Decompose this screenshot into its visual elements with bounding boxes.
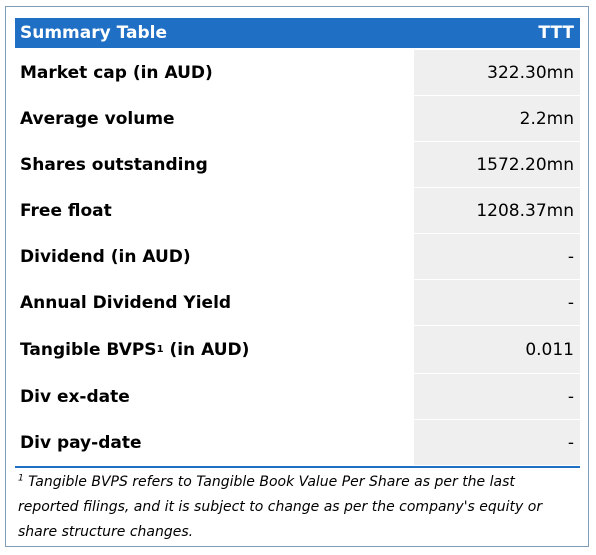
table-row-average-volume: Average volume 2.2mn [15, 96, 580, 141]
row-label: Div ex-date [15, 374, 412, 419]
table-row-free-float: Free float 1208.37mn [15, 188, 580, 233]
table-row-dividend: Dividend (in AUD) - [15, 234, 580, 279]
summary-table: Summary Table TTT Market cap (in AUD) 32… [15, 18, 580, 545]
table-title: Summary Table [20, 23, 168, 43]
ticker-label: TTT [538, 23, 574, 43]
row-label: Market cap (in AUD) [15, 50, 412, 95]
row-value: 0.011 [414, 326, 580, 373]
row-label: Tangible BVPS 1 (in AUD) [15, 326, 412, 373]
row-label: Annual Dividend Yield [15, 280, 412, 325]
footnote: 1 Tangible BVPS refers to Tangible Book … [15, 468, 580, 545]
row-label: Div pay-date [15, 420, 412, 465]
table-row-shares-outstanding: Shares outstanding 1572.20mn [15, 142, 580, 187]
row-value: 1208.37mn [414, 188, 580, 233]
row-label: Free float [15, 188, 412, 233]
row-label: Average volume [15, 96, 412, 141]
table-bottom-rule [15, 466, 580, 468]
row-value: 1572.20mn [414, 142, 580, 187]
table-row-tangible-bvps: Tangible BVPS 1 (in AUD) 0.011 [15, 326, 580, 373]
row-label: Dividend (in AUD) [15, 234, 412, 279]
row-label: Shares outstanding [15, 142, 412, 187]
row-value: - [414, 280, 580, 325]
row-label-main: Tangible BVPS [20, 339, 157, 360]
row-label-suffix: (in AUD) [163, 339, 250, 360]
footnote-marker: 1 [18, 473, 24, 484]
row-value: - [414, 234, 580, 279]
row-value: 322.30mn [414, 50, 580, 95]
footnote-text: Tangible BVPS refers to Tangible Book Va… [18, 474, 543, 540]
table-row-div-ex-date: Div ex-date - [15, 374, 580, 419]
summary-table-frame: Summary Table TTT Market cap (in AUD) 32… [5, 6, 589, 547]
row-value: - [414, 420, 580, 465]
table-row-market-cap: Market cap (in AUD) 322.30mn [15, 50, 580, 95]
row-value: 2.2mn [414, 96, 580, 141]
row-value: - [414, 374, 580, 419]
table-row-div-pay-date: Div pay-date - [15, 420, 580, 465]
table-row-annual-dividend-yield: Annual Dividend Yield - [15, 280, 580, 325]
table-header: Summary Table TTT [15, 18, 580, 48]
